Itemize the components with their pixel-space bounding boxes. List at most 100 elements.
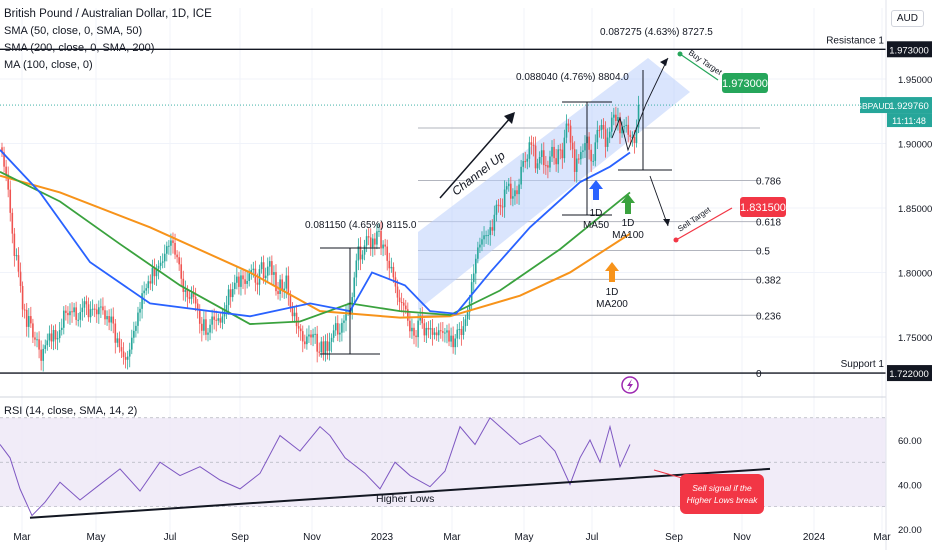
candle-body — [382, 244, 384, 249]
lightning-icon — [627, 379, 633, 391]
buy-projection — [611, 57, 669, 152]
candle-body — [520, 166, 522, 185]
candle-body — [363, 245, 366, 255]
candle-body — [384, 244, 386, 247]
channel-polygon — [418, 58, 690, 310]
legend-sma200[interactable]: SMA (200, close, 0, SMA, 200) — [4, 42, 155, 54]
sma50-line — [0, 149, 631, 318]
candle-body — [479, 244, 481, 248]
candle-body — [219, 318, 222, 323]
candle-body — [460, 329, 463, 336]
ma100-label: MA100 — [612, 230, 644, 241]
currency-button[interactable]: AUD — [890, 10, 924, 27]
candle-body — [184, 289, 187, 292]
candle-body — [196, 303, 199, 310]
candle-body — [13, 233, 16, 256]
buy-target-badge — [722, 73, 768, 93]
candle-body — [283, 288, 286, 291]
candle-body — [63, 310, 65, 328]
candle-body — [130, 337, 133, 350]
legend-ma100[interactable]: MA (100, close, 0) — [4, 59, 93, 71]
buy-arrowhead — [660, 58, 668, 66]
resistance-value-badge: 1.973000 — [889, 45, 929, 56]
candle-body — [602, 125, 605, 130]
moving-averages — [0, 149, 631, 325]
candle-body — [314, 333, 316, 335]
candle-body — [458, 329, 461, 331]
higher-lows-trendline — [29, 467, 771, 519]
candle-body — [332, 330, 335, 338]
candle-body — [588, 136, 590, 150]
candle-body — [182, 278, 185, 292]
candle-body — [118, 338, 121, 348]
candle-body — [186, 289, 189, 298]
candle-body — [135, 325, 137, 331]
candle-body — [590, 149, 592, 162]
candle-body — [542, 150, 545, 166]
candle-body — [584, 143, 586, 151]
candle-body — [301, 331, 304, 342]
candle-body — [462, 326, 465, 336]
candle-body — [277, 291, 279, 294]
candle-body — [95, 309, 98, 315]
candle-body — [328, 341, 331, 351]
candle-body — [456, 329, 459, 339]
candle-body — [454, 338, 456, 348]
legend-sma50[interactable]: SMA (50, close, 0, SMA, 50) — [4, 25, 143, 37]
candle-body — [170, 240, 172, 246]
candle-body — [209, 324, 211, 333]
candle-body — [396, 286, 399, 298]
candle-body — [114, 323, 117, 343]
candle-body — [318, 351, 321, 353]
rsi-legend: RSI (14, close, SMA, 14, 2) — [4, 405, 137, 417]
candle-body — [9, 189, 12, 213]
candle-body — [435, 332, 438, 336]
candle-body — [221, 316, 224, 323]
sell-target-value: 1.831500 — [740, 202, 786, 214]
candle-body — [273, 272, 275, 275]
candle-body — [32, 323, 34, 338]
price-value-badge: 1.929760 — [889, 101, 929, 112]
price-value-badge-bg — [887, 97, 932, 114]
candle-body — [256, 282, 259, 285]
candle-body — [5, 166, 7, 175]
candle-body — [452, 335, 454, 348]
candle-body — [450, 335, 452, 342]
candle-body — [390, 266, 393, 269]
symbol-title[interactable]: British Pound / Australian Dollar, 1D, I… — [4, 8, 212, 20]
candle-body — [627, 124, 630, 135]
candle-body — [351, 297, 353, 313]
fib-label: 0.618 — [756, 218, 781, 229]
candle-body — [83, 301, 86, 308]
candle-body — [293, 312, 296, 317]
candle-body — [3, 152, 5, 167]
candle-body — [166, 246, 168, 254]
candle-body — [491, 227, 494, 231]
candle-body — [369, 237, 372, 248]
candle-body — [598, 129, 601, 131]
candle-body — [477, 247, 479, 259]
candle-body — [133, 330, 135, 338]
candle-body — [448, 330, 450, 342]
candle-body — [198, 309, 201, 324]
candle-body — [145, 288, 147, 291]
candle-body — [464, 319, 467, 327]
candle-body — [316, 333, 318, 352]
candle-body — [11, 212, 14, 234]
ma200-arrow-icon — [605, 262, 619, 282]
sell-target-line — [675, 207, 733, 241]
candle-body — [402, 302, 405, 306]
candle-body — [561, 149, 564, 159]
candle-body — [580, 151, 582, 160]
y-tick-label: 1.800000 — [898, 268, 932, 279]
candle-body — [594, 142, 597, 161]
candle-body — [633, 137, 636, 143]
candle-body — [442, 331, 444, 333]
fib-label: 0.5 — [756, 247, 770, 258]
candle-body — [310, 334, 312, 338]
candle-body — [592, 160, 595, 162]
candle-body — [213, 316, 215, 320]
candle-body — [433, 332, 436, 335]
fib-label: 0.786 — [756, 176, 781, 187]
